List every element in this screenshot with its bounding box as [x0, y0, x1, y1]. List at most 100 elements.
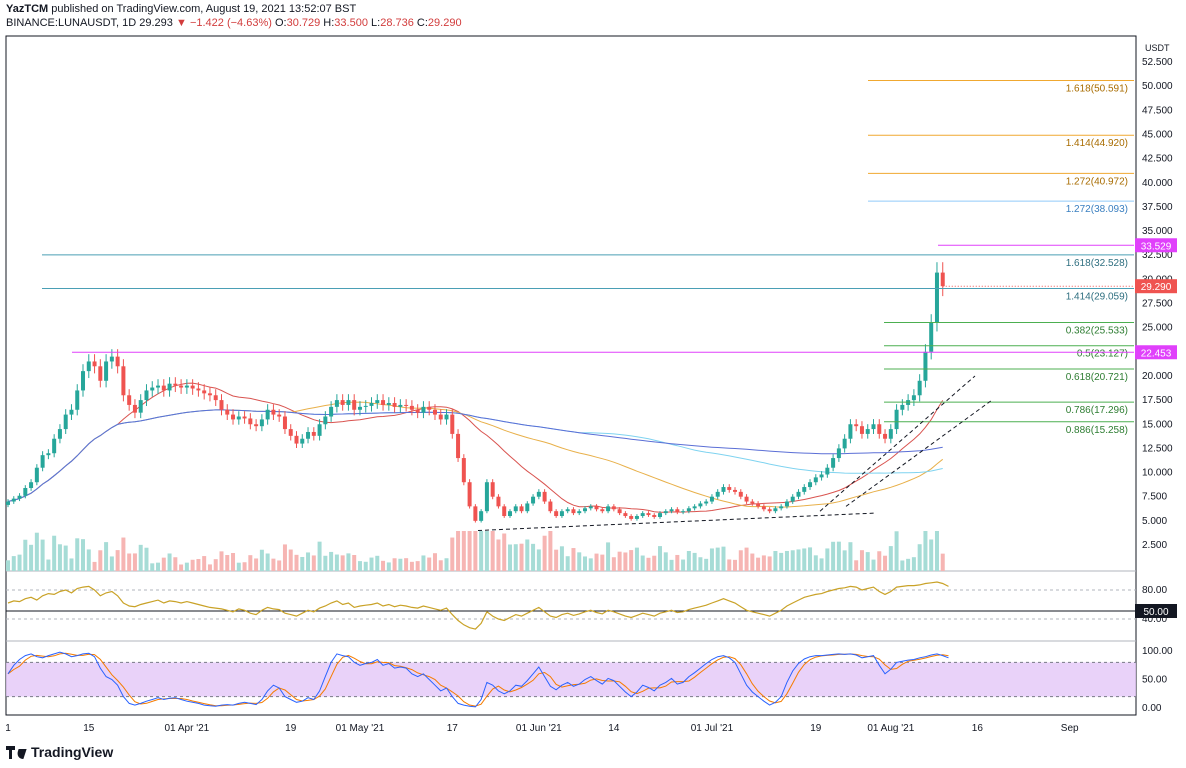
volume-bar — [784, 550, 789, 571]
candle-body — [929, 322, 934, 352]
candle-body — [427, 406, 432, 410]
y-tick-label: 15.000 — [1142, 419, 1173, 430]
volume-bar — [294, 554, 299, 571]
candle-body — [559, 511, 564, 517]
volume-bar — [565, 556, 570, 571]
candle-body — [282, 416, 287, 430]
volume-bar — [357, 561, 362, 571]
candle-body — [623, 513, 628, 517]
volume-bar — [150, 563, 155, 571]
candle-body — [617, 509, 622, 514]
volume-bar — [381, 560, 386, 571]
price-change: −1.422 (−4.63%) — [189, 17, 272, 29]
volume-bar — [202, 556, 207, 571]
candle-body — [663, 511, 668, 514]
candle-body — [202, 390, 207, 394]
volume-bar — [98, 550, 103, 571]
volume-bar — [421, 555, 426, 571]
candle-body — [461, 458, 466, 483]
volume-bar — [756, 557, 761, 571]
candle-body — [167, 383, 172, 391]
fib-level-label: 1.414(29.059) — [1066, 291, 1128, 302]
y-tick-label: 17.500 — [1142, 395, 1173, 406]
volume-bar — [808, 547, 813, 571]
volume-bar — [300, 556, 305, 571]
candle-body — [784, 501, 789, 507]
volume-bar — [409, 561, 414, 571]
last-price: 29.293 — [139, 17, 173, 29]
volume-bar — [167, 553, 172, 571]
candle-body — [161, 385, 166, 391]
candle-body — [132, 404, 137, 413]
candle-body — [888, 429, 893, 439]
stoch-tick-label: 100.00 — [1142, 646, 1173, 657]
volume-bar — [427, 557, 432, 571]
candle-body — [519, 506, 524, 512]
volume-bar — [282, 544, 287, 571]
candle-body — [190, 385, 195, 389]
y-tick-label: 5.000 — [1142, 516, 1167, 527]
volume-bar — [813, 555, 818, 571]
volume-bar — [715, 547, 720, 571]
volume-bar — [802, 548, 807, 571]
volume-bar — [484, 531, 489, 571]
volume-bar — [81, 539, 86, 571]
volume-bar — [583, 556, 587, 571]
candle-body — [588, 506, 593, 509]
tradingview-logo[interactable]: TradingView — [6, 744, 113, 760]
author-name[interactable]: YazTCM — [6, 3, 49, 15]
volume-bar — [184, 562, 189, 571]
volume-bar — [934, 531, 939, 571]
currency-label: USDT — [1145, 43, 1170, 53]
volume-bar — [733, 559, 738, 571]
x-tick-label: 1 — [5, 723, 11, 734]
fib-level-label: 0.886(15.258) — [1066, 425, 1128, 436]
candle-body — [940, 272, 945, 287]
price-badge — [1135, 279, 1177, 294]
candle-body — [859, 426, 864, 434]
candle-body — [779, 506, 784, 509]
candle-body — [709, 496, 714, 502]
price-badge — [1135, 345, 1177, 360]
candle-body — [173, 383, 178, 386]
volume-bar — [663, 552, 668, 571]
chart-frame — [5, 35, 1137, 716]
candle-body — [883, 433, 888, 439]
volume-bar — [92, 561, 97, 571]
candle-body — [583, 508, 587, 512]
candle-body — [761, 506, 766, 510]
volume-bar — [196, 559, 201, 571]
volume-bar — [606, 542, 611, 571]
volume-bar — [554, 549, 559, 571]
volume-bar — [444, 558, 449, 571]
volume-bar — [121, 537, 126, 571]
volume-bar — [848, 542, 853, 571]
volume-bar — [231, 553, 236, 571]
candle-body — [386, 402, 391, 405]
volume-bar — [75, 538, 80, 571]
volume-bar — [161, 557, 166, 571]
candle-body — [525, 503, 530, 512]
candle-body — [542, 491, 547, 502]
volume-bar — [519, 543, 524, 571]
volume-bar — [900, 560, 905, 571]
candle-body — [536, 491, 541, 497]
fib-level-label: 1.272(40.972) — [1066, 176, 1128, 187]
volume-bar — [236, 562, 241, 571]
symbol-label[interactable]: BINANCE:LUNAUSDT, 1D — [6, 17, 137, 29]
candle-body — [17, 495, 22, 499]
candle-body — [98, 366, 103, 381]
volume-bar — [190, 559, 195, 571]
candle-body — [577, 511, 582, 514]
candle-body — [479, 511, 484, 521]
volume-bar — [531, 543, 536, 571]
candle-body — [398, 404, 403, 407]
candle-body — [444, 414, 449, 420]
volume-bar — [265, 553, 270, 571]
candle-body — [773, 508, 778, 512]
price-badge-label: 29.290 — [1141, 282, 1172, 293]
candle-body — [600, 509, 605, 512]
candle-body — [825, 467, 830, 475]
candle-body — [496, 496, 501, 507]
